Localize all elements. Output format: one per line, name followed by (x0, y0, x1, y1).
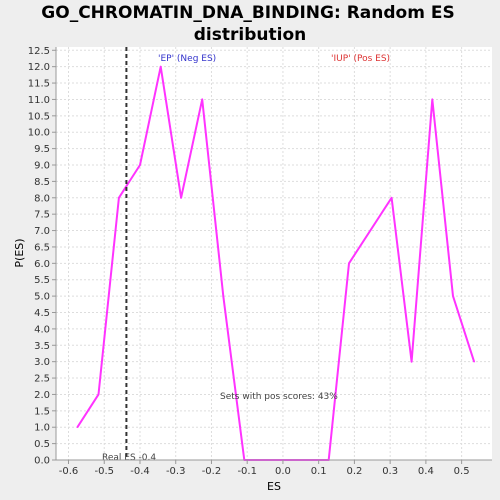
y-tick-label-2: 1.0 (34, 423, 50, 434)
pos-es-label: 'IUP' (Pos ES) (331, 54, 390, 64)
x-tick-label-4: -0.2 (202, 466, 222, 477)
x-tick-label-2: -0.4 (130, 466, 150, 477)
chart-title-line-2: distribution (194, 25, 306, 45)
data-point-0-1 (97, 393, 100, 396)
data-point-0-3 (139, 164, 141, 166)
data-point-0-13 (348, 262, 350, 265)
data-point-0-5 (180, 196, 182, 199)
x-tick-label-0: -0.6 (59, 466, 79, 477)
y-tick-label-8: 4.0 (34, 324, 50, 335)
data-point-0-7 (222, 295, 225, 297)
data-point-0-6 (201, 98, 203, 101)
neg-es-label: 'EP' (Neg ES) (158, 54, 216, 64)
y-tick-label-18: 9.0 (34, 161, 50, 172)
y-tick-label-13: 6.5 (34, 242, 50, 253)
y-tick-label-12: 6.0 (34, 259, 50, 270)
real-es-label: Real ES -0.4 (102, 453, 156, 463)
x-axis-ticks: -0.6 -0.5 -0.4 -0.3 -0.2 -0.1 0.0 0.1 0.2 0.3 0.4 0… (59, 460, 470, 477)
y-tick-label-11: 5.5 (34, 275, 50, 286)
y-tick-label-25: 12.5 (28, 46, 50, 57)
x-tick-label-5: -0.1 (237, 466, 257, 477)
y-tick-label-9: 4.5 (34, 308, 50, 319)
y-tick-label-10: 5.0 (34, 292, 50, 303)
x-tick-label-6: 0.0 (275, 466, 291, 477)
x-tick-label-10: 0.4 (418, 466, 434, 477)
y-tick-label-5: 2.5 (34, 374, 50, 385)
x-tick-label-9: 0.3 (382, 466, 398, 477)
data-point-0-18 (473, 360, 475, 363)
y-tick-label-3: 1.5 (34, 406, 50, 417)
y-tick-label-15: 7.5 (34, 210, 50, 221)
x-tick-label-3: -0.3 (166, 466, 186, 477)
y-axis-ticks: 0.0 0.5 1.0 1.5 2.0 2.5 3.0 3.5 4.0 4.5 5.0 5.5 6.0 6… (28, 46, 56, 467)
x-axis-label: ES (267, 480, 281, 493)
y-tick-label-1: 0.5 (34, 439, 50, 450)
data-point-0-14 (390, 196, 393, 199)
y-tick-label-16: 8.0 (34, 193, 50, 204)
x-tick-label-8: 0.2 (346, 466, 362, 477)
y-tick-label-24: 12.0 (28, 62, 50, 73)
x-tick-label-7: 0.1 (311, 466, 327, 477)
data-point-0-2 (118, 196, 120, 199)
y-tick-label-22: 11.0 (28, 95, 50, 106)
chart-title-line-1: GO_CHROMATIN_DNA_BINDING: Random ES (41, 3, 454, 23)
x-tick-label-11: 0.5 (454, 466, 470, 477)
data-point-0-16 (431, 98, 434, 101)
y-tick-label-21: 10.5 (28, 111, 50, 122)
y-tick-label-17: 8.5 (34, 177, 50, 188)
y-axis-label: P(ES) (13, 238, 26, 267)
pos-scores-label: Sets with pos scores: 43% (220, 392, 338, 402)
x-tick-label-1: -0.5 (94, 466, 114, 477)
y-tick-label-14: 7.0 (34, 226, 50, 237)
y-tick-label-19: 9.5 (34, 144, 50, 155)
data-point-0-0 (76, 426, 79, 429)
y-tick-label-7: 3.5 (34, 341, 50, 352)
y-tick-label-4: 2.0 (34, 390, 50, 401)
data-point-0-17 (452, 295, 454, 297)
y-tick-label-0: 0.0 (34, 456, 50, 467)
y-tick-label-20: 10.0 (28, 128, 50, 139)
data-point-0-4 (159, 65, 162, 68)
y-tick-label-23: 11.5 (28, 79, 50, 90)
data-point-0-15 (410, 360, 413, 363)
y-tick-label-6: 3.0 (34, 357, 50, 368)
